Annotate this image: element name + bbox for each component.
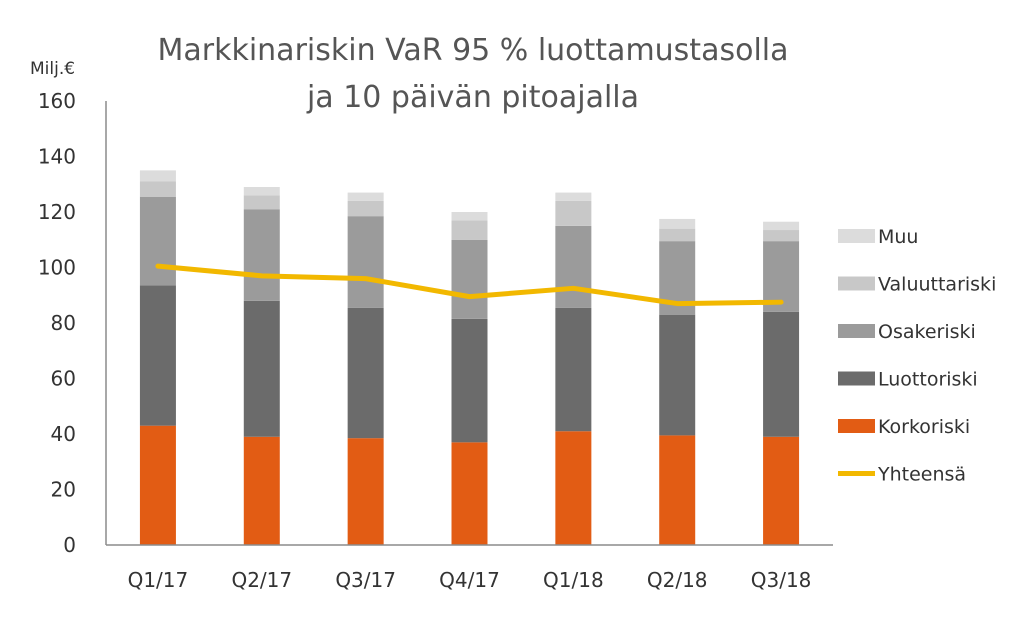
bar-segment-muu-q1-17 bbox=[139, 170, 176, 182]
bar-segment-osakeriski-q3-17 bbox=[347, 216, 384, 308]
x-tick-label: Q2/18 bbox=[647, 568, 708, 592]
y-tick-label: 100 bbox=[38, 256, 76, 280]
legend: Muu Valuuttariski Osakeriski Luottoriski Kor… bbox=[838, 226, 996, 486]
bar-segment-valuuttariski-q2-18 bbox=[659, 228, 696, 242]
chart-title: Markkinariskin VaR 95 % luottamustasolla… bbox=[157, 33, 788, 115]
bar-segment-korkoriski-q2-17 bbox=[243, 436, 280, 545]
bar-segment-valuuttariski-q3-17 bbox=[347, 200, 384, 217]
legend-label-yhteensä: Yhteensä bbox=[877, 464, 966, 486]
bar-segment-luottoriski-q2-17 bbox=[243, 300, 280, 437]
bar-segment-korkoriski-q3-18 bbox=[763, 436, 800, 545]
total-line-group bbox=[155, 263, 784, 307]
bar-segment-korkoriski-q3-17 bbox=[347, 438, 384, 545]
bar-stack-group bbox=[139, 170, 800, 545]
y-tick-label: 20 bbox=[51, 478, 76, 502]
x-tick-label: Q1/17 bbox=[128, 568, 189, 592]
bar-segment-muu-q4-17 bbox=[451, 212, 488, 221]
x-tick-label: Q3/17 bbox=[335, 568, 396, 592]
bar-segment-osakeriski-q1-18 bbox=[555, 225, 592, 308]
legend-swatch-osakeriski bbox=[838, 324, 875, 338]
x-axis: Q1/17 Q2/17 Q3/17 Q4/17 Q1/18 Q2/18 Q3/18 bbox=[128, 568, 812, 592]
legend-swatch-valuuttariski bbox=[838, 276, 875, 291]
bar-segment-muu-q2-17 bbox=[243, 187, 280, 196]
bar-segment-luottoriski-q1-18 bbox=[555, 307, 592, 432]
legend-swatch-muu bbox=[838, 229, 875, 243]
bar-segment-luottoriski-q1-17 bbox=[139, 285, 176, 426]
y-tick-label: 160 bbox=[38, 89, 76, 113]
y-tick-label: 120 bbox=[38, 200, 76, 224]
bar-segment-muu-q3-17 bbox=[347, 192, 384, 201]
bar-segment-valuuttariski-q3-18 bbox=[763, 230, 800, 242]
bar-segment-valuuttariski-q1-17 bbox=[139, 181, 176, 197]
legend-label-osakeriski: Osakeriski bbox=[878, 321, 976, 343]
y-tick-label: 140 bbox=[38, 145, 76, 169]
y-tick-label: 80 bbox=[51, 311, 76, 335]
y-tick-label: 0 bbox=[63, 533, 76, 557]
y-axis-unit-label: Milj.€ bbox=[30, 59, 75, 79]
bar-segment-osakeriski-q2-17 bbox=[243, 209, 280, 301]
bar-segment-valuuttariski-q4-17 bbox=[451, 220, 488, 240]
bar-segment-korkoriski-q4-17 bbox=[451, 442, 488, 545]
bar-segment-korkoriski-q1-17 bbox=[139, 425, 176, 545]
chart-title-line-2: ja 10 päivän pitoajalla bbox=[306, 80, 639, 115]
bar-segment-muu-q3-18 bbox=[763, 221, 800, 231]
x-tick-label: Q3/18 bbox=[751, 568, 812, 592]
legend-label-luottoriski: Luottoriski bbox=[878, 369, 978, 391]
bar-segment-osakeriski-q1-17 bbox=[139, 196, 176, 286]
bar-segment-valuuttariski-q2-17 bbox=[243, 195, 280, 210]
y-tick-label: 60 bbox=[51, 367, 76, 391]
bar-segment-muu-q1-18 bbox=[555, 192, 592, 201]
bar-segment-korkoriski-q2-18 bbox=[659, 435, 696, 545]
x-tick-label: Q4/17 bbox=[439, 568, 500, 592]
x-tick-label: Q1/18 bbox=[543, 568, 604, 592]
bar-segment-luottoriski-q3-18 bbox=[763, 311, 800, 437]
x-tick-label: Q2/17 bbox=[231, 568, 292, 592]
legend-swatch-korkoriski bbox=[838, 419, 875, 433]
bar-segment-osakeriski-q4-17 bbox=[451, 239, 488, 319]
legend-label-korkoriski: Korkoriski bbox=[878, 416, 970, 438]
axes bbox=[105, 101, 833, 546]
bar-segment-luottoriski-q2-18 bbox=[659, 314, 696, 436]
legend-label-valuuttariski: Valuuttariski bbox=[878, 274, 996, 296]
bar-segment-luottoriski-q3-17 bbox=[347, 307, 384, 439]
legend-swatch-luottoriski bbox=[838, 371, 875, 386]
legend-label-muu: Muu bbox=[878, 226, 918, 248]
y-tick-label: 40 bbox=[51, 422, 76, 446]
bar-segment-korkoriski-q1-18 bbox=[555, 431, 592, 545]
chart-title-line-1: Markkinariskin VaR 95 % luottamustasolla bbox=[157, 33, 788, 68]
bar-segment-luottoriski-q4-17 bbox=[451, 318, 488, 443]
bar-segment-valuuttariski-q1-18 bbox=[555, 200, 592, 226]
y-axis: 0 20 40 60 80 100 120 140 160 bbox=[38, 89, 76, 557]
bar-segment-muu-q2-18 bbox=[659, 218, 696, 229]
